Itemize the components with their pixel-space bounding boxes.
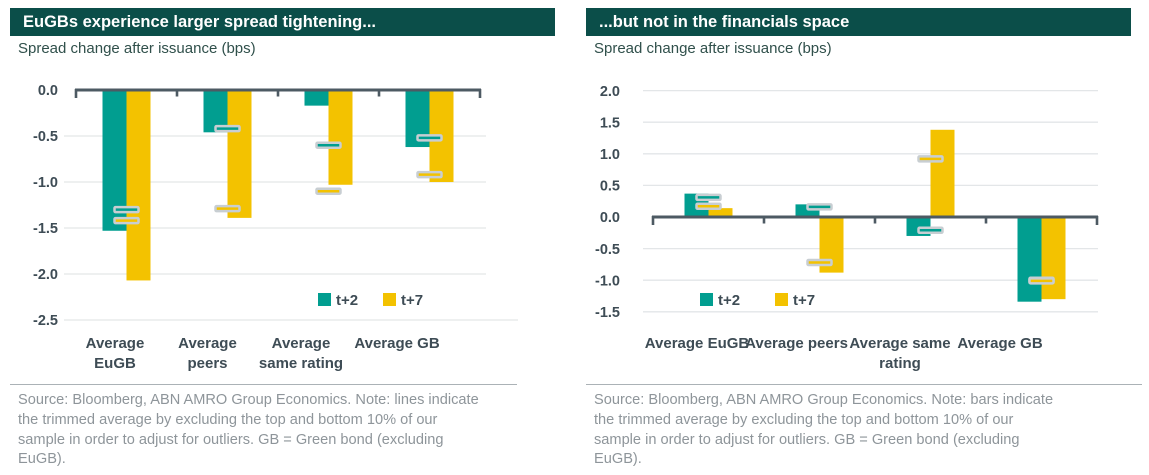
- y-tick-label: 1.5: [600, 115, 620, 131]
- y-tick-label: -1.5: [33, 221, 58, 237]
- bar-t+7-1: [227, 90, 252, 218]
- y-tick-label: -0.5: [33, 129, 58, 145]
- source-note-line: Source: Bloomberg, ABN AMRO Group Econom…: [594, 392, 1054, 408]
- trimmed-average-marker-t+7-1: [214, 204, 241, 213]
- y-tick-label: 0.0: [600, 210, 620, 226]
- trimmed-average-marker-t+2-2: [315, 141, 342, 149]
- y-tick-label: -1.0: [33, 175, 58, 191]
- legend-swatch-t+2: [318, 293, 331, 306]
- trimmed-average-marker-t+2-2: [917, 226, 944, 235]
- trimmed-average-marker-t+2-1: [214, 124, 241, 133]
- category-label: Average: [178, 335, 237, 352]
- legend-swatch-t+7: [775, 293, 788, 306]
- trimmed-average-marker-t+7-3: [416, 170, 443, 179]
- legend-label-t+2: t+2: [336, 292, 358, 309]
- source-note-line: EuGB).: [594, 451, 642, 468]
- chart-title-bar-right: ...but not in the financials space: [586, 8, 1131, 36]
- source-note-line: sample in order to adjust for outliers. …: [594, 431, 1020, 448]
- category-label: EuGB: [94, 355, 136, 372]
- chart-subtitle-right: Spread change after issuance (bps): [594, 40, 832, 57]
- category-label: Average: [272, 335, 331, 352]
- chart-title-bar-left: EuGBs experience larger spread tightenin…: [10, 8, 555, 36]
- legend-label-t+2: t+2: [718, 292, 740, 309]
- bar-chart-left: 0.0 -0.5 -1.0 -1.5 -2.0 -2.5 Average EuGB Averag…: [33, 83, 518, 372]
- y-tick-label: 1.0: [600, 147, 620, 163]
- y-tick-label: 2.0: [600, 84, 620, 100]
- bar-t+2-2: [304, 90, 329, 106]
- y-tick-label: -0.5: [595, 242, 620, 258]
- source-note-left: Source: Bloomberg, ABN AMRO Group Econom…: [18, 391, 558, 470]
- legend-label-t+7: t+7: [793, 292, 815, 309]
- trimmed-average-marker-t+7-0: [695, 202, 722, 211]
- trimmed-average-marker-t+2-3: [416, 134, 443, 142]
- trimmed-average-marker-t+2-0: [695, 193, 722, 202]
- bar-t+7-0: [708, 208, 733, 217]
- source-note-line: the trimmed average by excluding the top…: [594, 411, 1014, 428]
- trimmed-average-marker-t+2-1: [806, 203, 833, 211]
- category-label: Average GB: [354, 335, 439, 352]
- trimmed-average-marker-t+7-1: [806, 258, 833, 267]
- category-label: peers: [187, 355, 227, 372]
- divider-right: [586, 384, 1142, 385]
- bar-t+7-0: [126, 90, 151, 281]
- category-label: rating: [879, 355, 921, 372]
- category-label: Average: [86, 335, 145, 352]
- bar-t+7-2: [328, 90, 353, 185]
- category-label: Average EuGB: [645, 335, 750, 352]
- y-tick-label: 0.5: [600, 179, 620, 195]
- legend-swatch-t+7: [383, 293, 396, 306]
- bar-t+7-3: [1041, 217, 1066, 300]
- source-note-line: Source: Bloomberg, ABN AMRO Group Econom…: [18, 392, 479, 408]
- bar-t+2-3: [1017, 217, 1042, 302]
- trimmed-average-marker-t+2-0: [113, 205, 140, 214]
- trimmed-average-marker-t+7-2: [917, 155, 944, 163]
- source-note-line: the trimmed average by excluding the top…: [18, 411, 438, 428]
- y-tick-label: -2.5: [33, 313, 58, 329]
- bar-t+7-2: [930, 129, 955, 217]
- category-label: Average same: [849, 335, 950, 352]
- y-tick-label: -1.5: [595, 305, 620, 321]
- source-note-right: Source: Bloomberg, ABN AMRO Group Econom…: [594, 391, 1134, 470]
- trimmed-average-marker-t+7-0: [113, 216, 140, 225]
- source-note-line: EuGB).: [18, 451, 66, 468]
- category-label: same rating: [259, 355, 343, 372]
- source-note-line: sample in order to adjust for outliers. …: [18, 431, 444, 448]
- divider-left: [10, 384, 517, 385]
- legend-label-t+7: t+7: [401, 292, 423, 309]
- y-tick-label: -1.0: [595, 273, 620, 289]
- y-tick-label: 0.0: [38, 83, 58, 99]
- chart-title-right: ...but not in the financials space: [599, 13, 850, 31]
- chart-title-left: EuGBs experience larger spread tightenin…: [23, 13, 377, 31]
- trimmed-average-marker-t+7-3: [1028, 277, 1055, 285]
- chart-subtitle-left: Spread change after issuance (bps): [18, 40, 256, 57]
- category-label: Average GB: [957, 335, 1042, 352]
- legend-swatch-t+2: [700, 293, 713, 306]
- category-label: Average peers: [745, 335, 848, 352]
- y-tick-label: -2.0: [33, 267, 58, 283]
- trimmed-average-marker-t+7-2: [315, 187, 342, 195]
